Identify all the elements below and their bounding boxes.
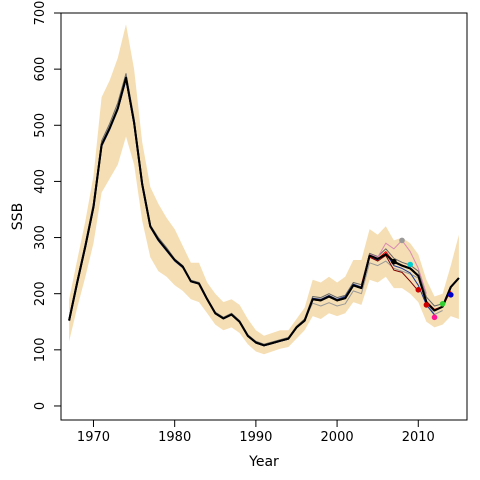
y-tick-label: 400 bbox=[33, 169, 48, 194]
ssb-retro-line bbox=[360, 239, 427, 294]
peel-point bbox=[431, 314, 438, 321]
confidence-band bbox=[69, 24, 459, 355]
y-tick-label: 700 bbox=[33, 1, 48, 26]
peel-point bbox=[399, 237, 405, 244]
x-tick-label: 1970 bbox=[77, 430, 110, 445]
peel-point bbox=[423, 302, 430, 308]
y-tick-label: 500 bbox=[33, 113, 48, 138]
y-tick-label: 200 bbox=[33, 281, 48, 306]
peel-point bbox=[448, 292, 454, 298]
peel-point bbox=[391, 258, 397, 265]
y-tick-label: 100 bbox=[33, 337, 48, 362]
y-tick-label: 0 bbox=[33, 402, 48, 410]
y-axis-label: SSB bbox=[10, 203, 26, 230]
peel-point bbox=[439, 301, 446, 307]
x-axis: 1970 1980 1990 2000 2010 bbox=[77, 419, 435, 445]
plot-area bbox=[68, 24, 460, 355]
x-axis-label: Year bbox=[248, 454, 279, 470]
peel-point bbox=[415, 287, 422, 293]
x-tick-label: 2010 bbox=[402, 430, 435, 445]
y-tick-label: 600 bbox=[33, 57, 48, 82]
peel-point bbox=[407, 261, 414, 268]
ssb-retro-line bbox=[360, 255, 419, 292]
y-axis: 0 100 200 300 400 500 600 700 bbox=[33, 1, 62, 410]
x-tick-label: 1980 bbox=[158, 430, 191, 445]
x-tick-label: 1990 bbox=[239, 430, 272, 445]
y-tick-label: 300 bbox=[33, 225, 48, 250]
x-tick-label: 2000 bbox=[321, 430, 354, 445]
